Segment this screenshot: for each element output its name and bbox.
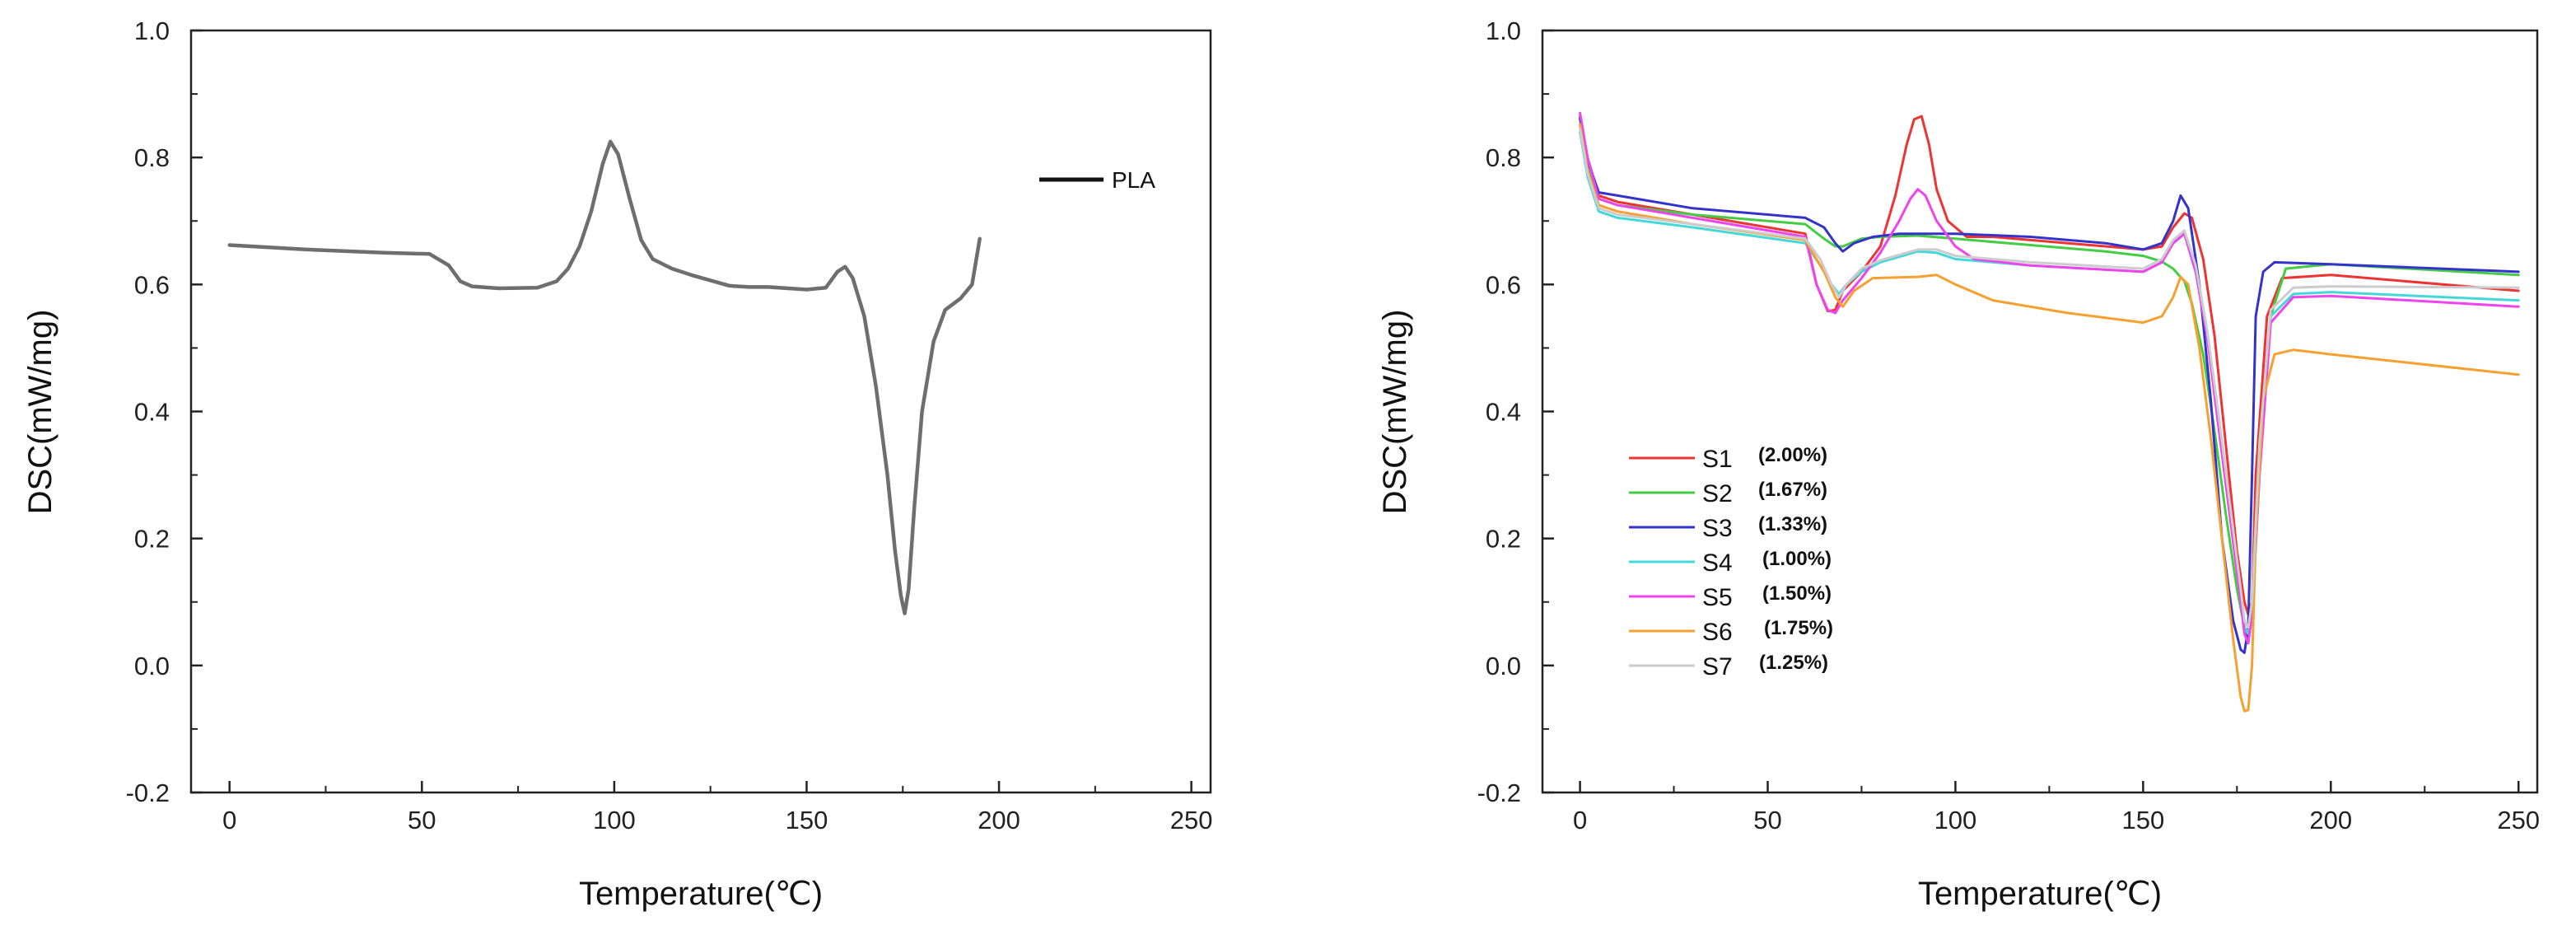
- left-plot-frame: [189, 29, 1212, 794]
- left-x-tick-label: 0: [222, 806, 236, 834]
- legend-percent-s3: (1.33%): [1758, 513, 1827, 535]
- left-series-line-pla: [227, 139, 982, 615]
- left-y-axis-title: DSC(mW/mg): [22, 310, 58, 515]
- left-y-tick-label: 0.8: [134, 143, 170, 172]
- legend-name-s7: S7: [1702, 653, 1733, 680]
- left-legend: PLA: [1039, 167, 1155, 193]
- left-axes: 0 50 100 150 200 250 -0.2 0.0 0.2 0.4 0.6 0.8 1.0: [126, 16, 1213, 834]
- chart-left-pla: 0 50 100 150 200 250 -0.2 0.0 0.2 0.4 0.6 0.8 1.0 PL…: [22, 16, 1213, 912]
- legend-percent-s5: (1.50%): [1762, 582, 1832, 605]
- left-y-tick-label: 0.2: [134, 525, 170, 554]
- right-y-tick-label: 0.8: [1486, 143, 1521, 172]
- left-y-tick-label: 0.4: [134, 398, 170, 427]
- right-x-tick-label: 250: [2497, 806, 2540, 834]
- right-y-axis-title: DSC(mW/mg): [1377, 310, 1413, 515]
- legend-name-s3: S3: [1702, 515, 1733, 542]
- legend-name-s4: S4: [1702, 549, 1733, 577]
- right-y-tick-label: 0.6: [1486, 270, 1521, 299]
- right-y-tick-label: -0.2: [1477, 778, 1521, 807]
- left-x-tick-label: 250: [1170, 806, 1213, 834]
- right-x-axis-title: Temperature(℃): [1918, 876, 2162, 912]
- right-x-tick-label: 100: [1934, 806, 1977, 834]
- legend-percent-s4: (1.00%): [1762, 548, 1832, 570]
- right-legend: S1 (2.00%) S2 (1.67%) S3 (1.33%) S4 (1.00%) S5 (1…: [1629, 444, 1833, 680]
- legend-name-s1: S1: [1702, 446, 1733, 473]
- legend-label-pla: PLA: [1112, 167, 1155, 193]
- right-series-line-s7: [1579, 128, 2520, 629]
- right-y-tick-label: 0.4: [1486, 398, 1521, 427]
- right-x-tick-label: 0: [1573, 806, 1587, 834]
- right-x-tick-label: 200: [2309, 806, 2352, 834]
- chart-right-samples: 0 50 100 150 200 250 -0.2 0.0 0.2 0.4 0.6 0.8 1.0 S1…: [1377, 16, 2540, 912]
- right-x-tick-label: 50: [1753, 806, 1781, 834]
- right-x-tick-label: 150: [2121, 806, 2164, 834]
- legend-percent-s1: (2.00%): [1758, 444, 1827, 466]
- right-y-tick-label: 0.0: [1486, 652, 1521, 680]
- right-series-layer: [1579, 111, 2520, 713]
- legend-name-s2: S2: [1702, 480, 1733, 507]
- legend-name-s6: S6: [1702, 619, 1733, 646]
- legend-name-s5: S5: [1702, 584, 1733, 611]
- left-x-tick-label: 200: [978, 806, 1020, 834]
- right-y-tick-label: 0.2: [1486, 525, 1521, 554]
- left-y-tick-label: 0.6: [134, 270, 170, 299]
- legend-percent-s2: (1.67%): [1758, 479, 1827, 501]
- right-plot-frame: [1541, 29, 2539, 794]
- right-series-line-s5: [1579, 111, 2520, 645]
- left-y-tick-label: -0.2: [126, 778, 170, 807]
- right-y-tick-label: 1.0: [1486, 16, 1521, 45]
- right-series-line-s3: [1579, 116, 2520, 654]
- legend-percent-s6: (1.75%): [1764, 617, 1833, 639]
- legend-percent-s7: (1.25%): [1759, 652, 1828, 674]
- right-series-line-s6: [1579, 123, 2520, 713]
- left-y-tick-label: 0.0: [134, 652, 170, 680]
- left-x-axis-title: Temperature(℃): [579, 876, 823, 912]
- left-x-tick-label: 150: [786, 806, 828, 834]
- left-x-tick-label: 100: [593, 806, 636, 834]
- right-axes: 0 50 100 150 200 250 -0.2 0.0 0.2 0.4 0.6 0.8 1.0: [1477, 16, 2540, 834]
- left-y-tick-label: 1.0: [134, 16, 170, 45]
- left-x-tick-label: 50: [408, 806, 436, 834]
- left-series-layer: [227, 139, 982, 615]
